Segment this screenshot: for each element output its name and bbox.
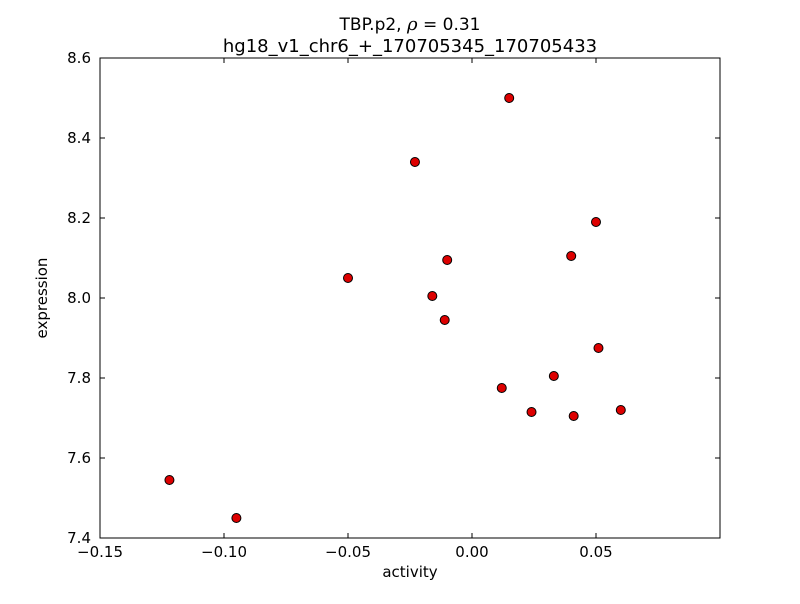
y-axis-label: expression [33, 258, 51, 339]
points-layer [164, 93, 626, 523]
data-point [231, 513, 242, 523]
data-point [591, 217, 601, 227]
y-tick-label: 7.4 [67, 529, 91, 547]
data-point [566, 251, 577, 261]
data-point [593, 343, 604, 353]
data-point [568, 411, 579, 421]
x-tick-label: −0.10 [201, 543, 247, 561]
y-tick-label: 8.6 [67, 49, 91, 67]
data-point [409, 157, 420, 167]
x-tick-label: −0.05 [325, 543, 371, 561]
data-point [526, 407, 537, 417]
data-point [504, 93, 515, 103]
plot-subtitle: hg18_v1_chr6_+_170705345_170705433 [223, 36, 597, 57]
rho-value: = 0.31 [418, 15, 481, 35]
data-point [427, 291, 438, 301]
data-point [439, 315, 450, 325]
y-tick-label: 7.8 [67, 369, 91, 387]
data-point [164, 475, 175, 485]
plot-title-prefix: TBP.p2, [339, 15, 407, 35]
plot-title: TBP.p2, ρ = 0.31 [339, 14, 481, 35]
y-tick-label: 8.4 [67, 129, 91, 147]
x-tick-label: 0.05 [579, 543, 612, 561]
data-point [615, 405, 626, 415]
axes-box [99, 57, 721, 539]
x-axis-label: activity [382, 563, 437, 581]
data-point [343, 273, 353, 283]
y-tick-label: 7.6 [67, 449, 91, 467]
y-tick-label: 8.0 [67, 289, 91, 307]
rho-symbol: ρ [406, 14, 418, 35]
x-tick-label: −0.15 [77, 543, 123, 561]
ticks-layer: −0.15 −0.10 −0.05 0.00 0.05 7.4 7.6 7.8 8.0 8.2 8.… [67, 49, 720, 561]
x-tick-label: 0.00 [455, 543, 488, 561]
data-point [442, 255, 453, 265]
y-tick-label: 8.2 [67, 209, 91, 227]
data-point [496, 383, 507, 393]
data-point [548, 371, 559, 381]
